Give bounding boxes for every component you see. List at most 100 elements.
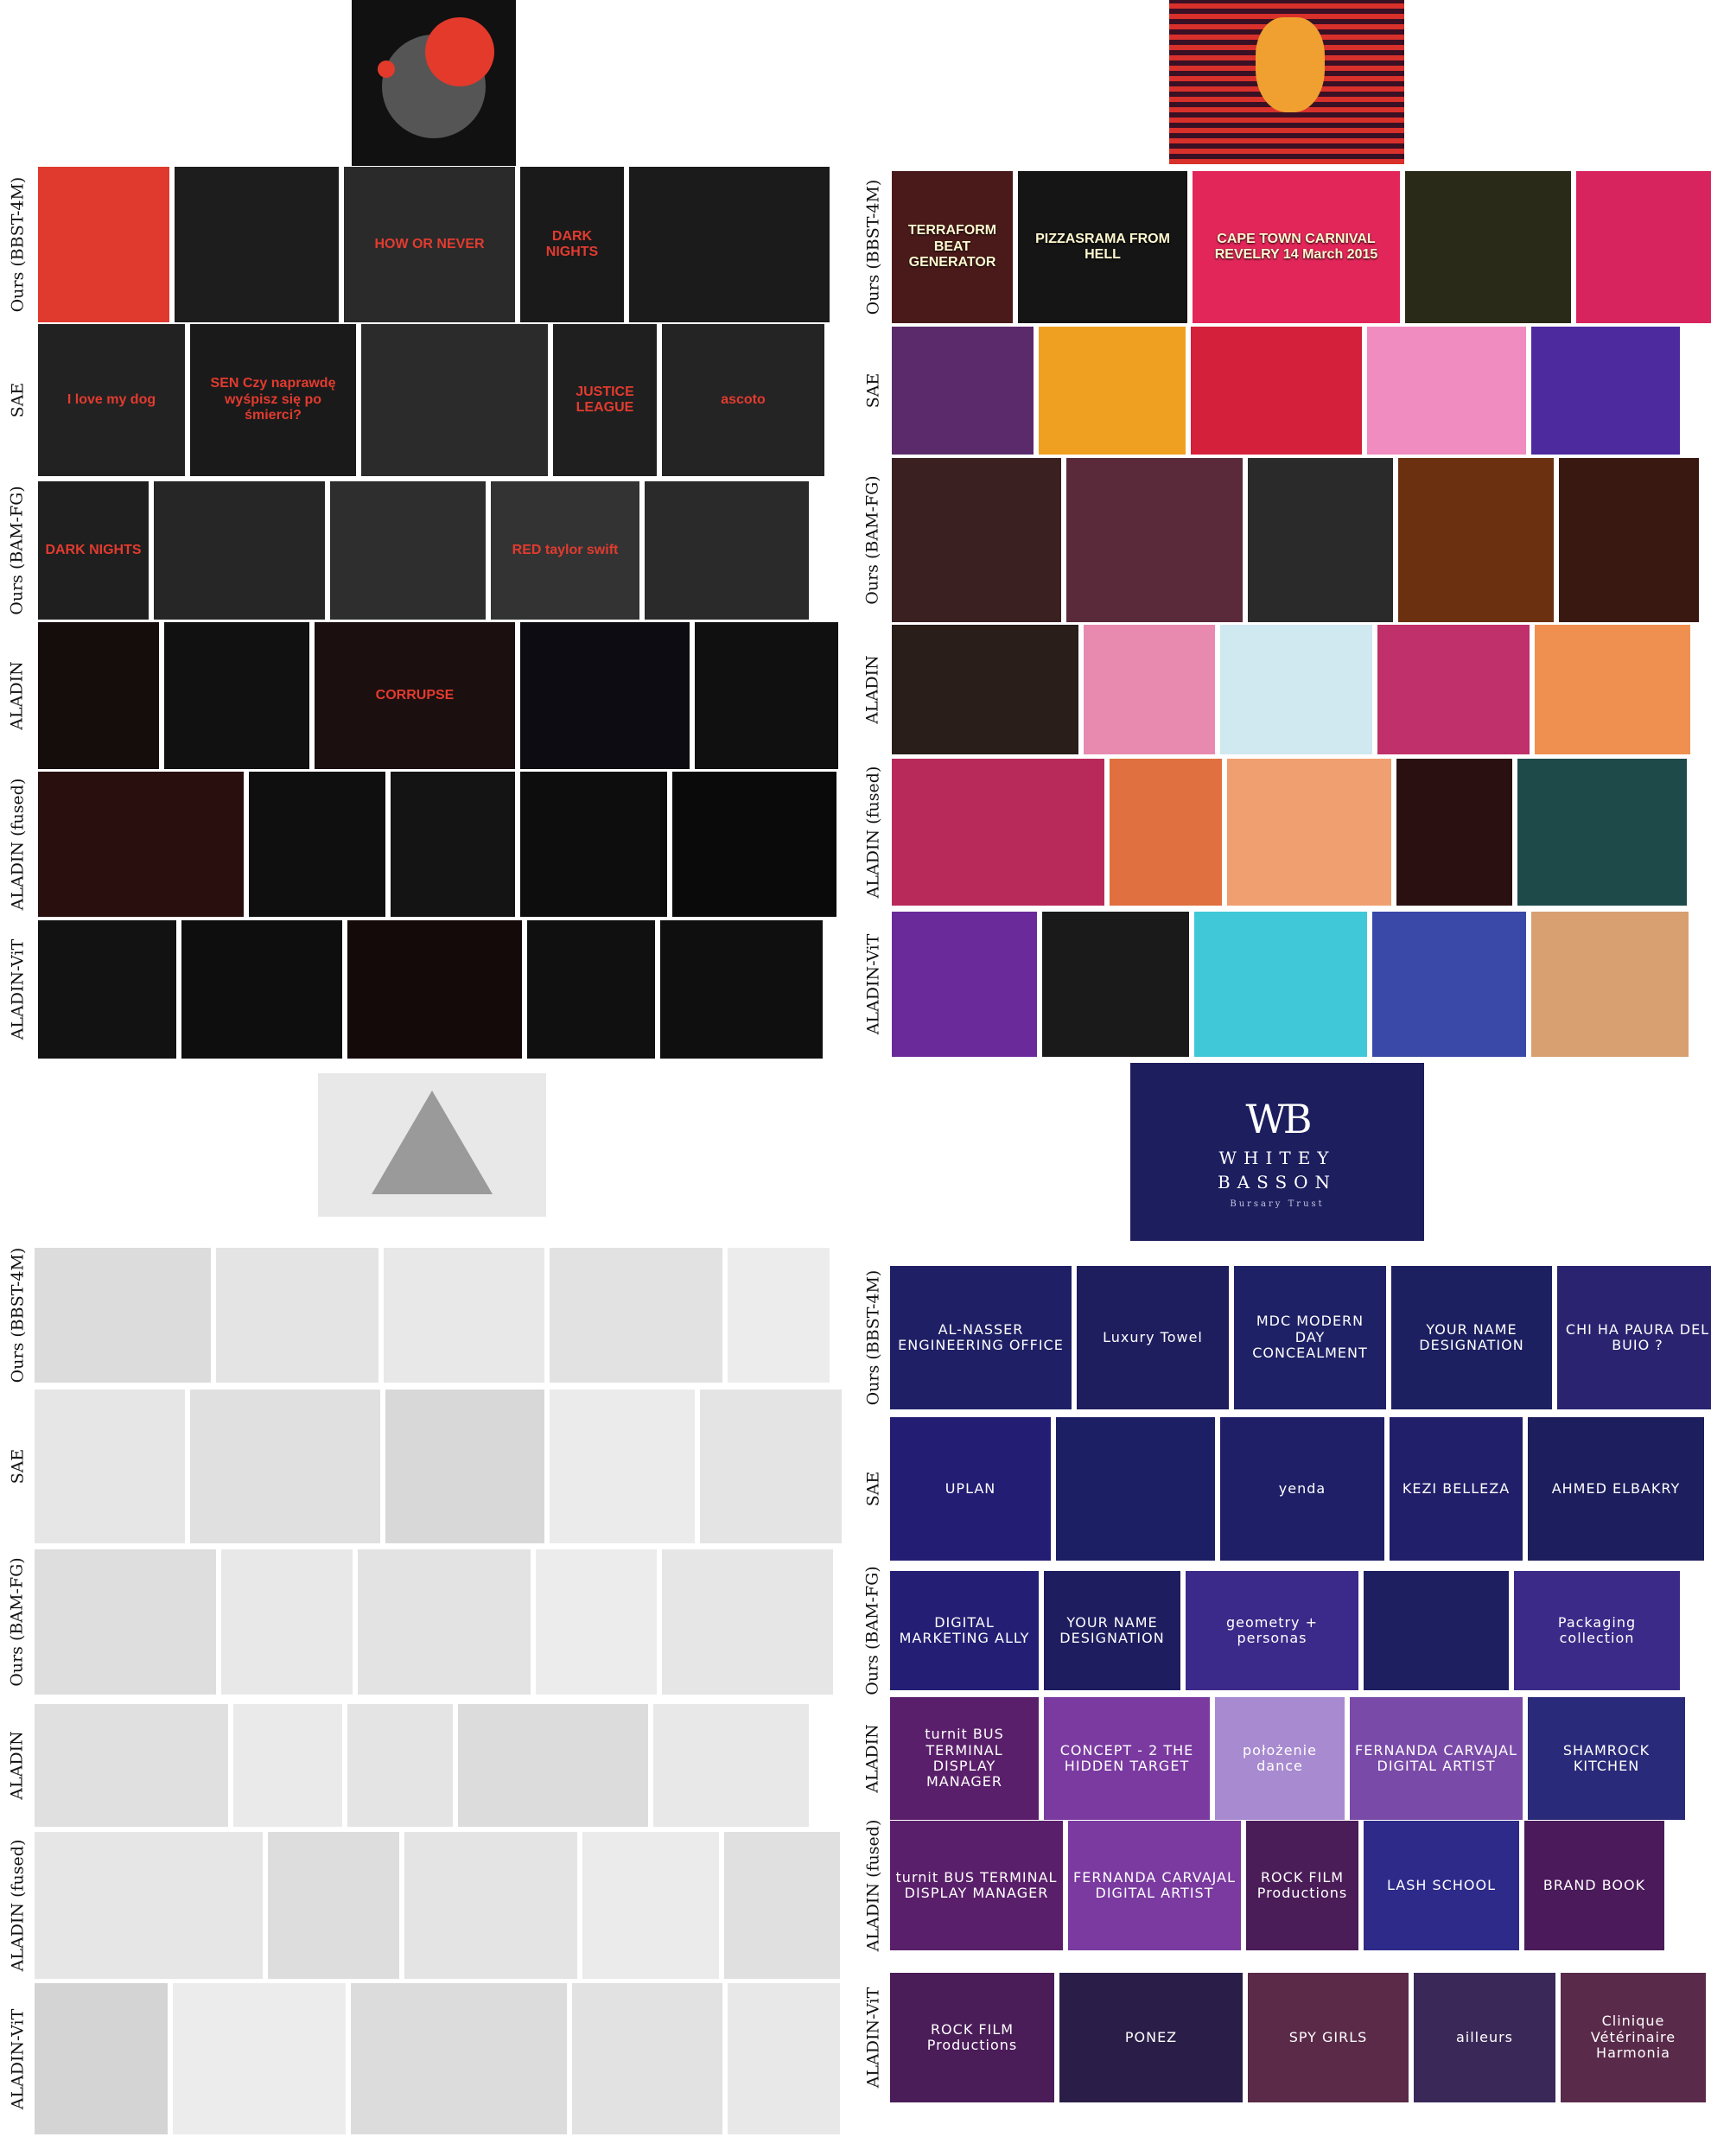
image-caption: DARK NIGHTS <box>45 542 142 557</box>
retrieved-image <box>660 920 823 1059</box>
row-ours-bam-fg <box>892 458 1711 622</box>
image-caption: ailleurs <box>1455 2028 1514 2045</box>
image-caption <box>1441 385 1452 396</box>
retrieved-image <box>1377 625 1530 754</box>
image-caption <box>742 1617 753 1627</box>
retrieved-image <box>330 481 486 620</box>
image-caption: turnit BUS TERMINAL DISPLAY MANAGER <box>925 1726 1004 1790</box>
retrieved-image: ailleurs <box>1414 1973 1555 2102</box>
query-image-3 <box>318 1073 546 1217</box>
image-caption <box>993 827 1003 837</box>
retrieved-image: YOUR NAME DESIGNATION <box>1044 1571 1180 1690</box>
image-caption <box>1130 1484 1141 1494</box>
row-ours-bbst-4m <box>35 1248 830 1383</box>
image-caption <box>403 545 413 556</box>
image-caption <box>96 2054 106 2064</box>
image-caption <box>722 545 732 556</box>
row-label: ALADIN <box>0 1704 35 1827</box>
image-caption: CONCEPT - 2 THE HIDDEN TARGET <box>1059 1741 1194 1774</box>
retrieved-image: AL-NASSER ENGINEERING OFFICE <box>890 1266 1072 1409</box>
retrieved-image: TERRAFORM BEAT GENERATOR <box>892 171 1013 323</box>
retrieved-image <box>404 1832 577 1979</box>
image-caption: AL-NASSER ENGINEERING OFFICE <box>898 1320 1064 1353</box>
row-label: SAE <box>0 1390 35 1543</box>
image-caption: BRAND BOOK <box>1542 1876 1646 1893</box>
image-caption: Packaging collection <box>1557 1613 1637 1646</box>
image-caption: Clinique Vétérinaire Harmonia <box>1590 2013 1676 2062</box>
image-caption: TERRAFORM BEAT GENERATOR <box>907 223 997 270</box>
image-caption <box>1449 827 1460 837</box>
retrieved-image <box>527 920 655 1059</box>
image-caption <box>328 1900 339 1911</box>
retrieved-image <box>233 1704 342 1827</box>
retrieved-image: yenda <box>1220 1417 1384 1561</box>
retrieved-image <box>1110 759 1222 906</box>
image-caption: FERNANDA CARVAJAL DIGITAL ARTIST <box>1073 1868 1236 1901</box>
image-caption <box>1605 979 1615 989</box>
retrieved-image <box>892 912 1037 1057</box>
row-label-text: ALADIN <box>8 1731 27 1800</box>
retrieved-image <box>1084 625 1215 754</box>
retrieved-image <box>520 772 667 917</box>
retrieved-image: Clinique Vétérinaire Harmonia <box>1561 1973 1706 2102</box>
row-aladin-vit <box>35 1983 840 2134</box>
row-sae: I love my dog SEN Czy naprawdę wyśpisz si… <box>38 324 826 476</box>
image-caption: I love my dog <box>67 391 156 407</box>
row-label-text: SAE <box>8 1448 28 1485</box>
retrieved-image <box>35 1248 211 1383</box>
image-caption <box>773 1310 784 1320</box>
row-label: Ours (BAM-FG) <box>0 481 35 620</box>
image-caption <box>232 690 242 701</box>
retrieved-image <box>38 167 169 322</box>
row-label-text: Ours (BAM-FG) <box>8 486 27 615</box>
row-label-text: Ours (BAM-FG) <box>8 1557 27 1687</box>
image-caption: YOUR NAME DESIGNATION <box>1419 1320 1524 1353</box>
image-caption <box>726 1760 736 1771</box>
retrieved-image <box>164 622 309 769</box>
retrieved-image <box>728 1248 830 1383</box>
image-caption <box>1431 1625 1441 1636</box>
image-caption: CAPE TOWN CARNIVAL REVELRY 14 March 2015 <box>1214 231 1378 262</box>
row-label: Ours (BAM-FG) <box>856 458 890 622</box>
image-caption: SEN Czy naprawdę wyśpisz się po śmierci? <box>210 376 336 423</box>
image-caption <box>548 1760 558 1771</box>
retrieved-image <box>347 920 522 1059</box>
image-caption <box>591 1617 601 1627</box>
retrieved-image <box>1405 171 1571 323</box>
retrieved-image <box>629 167 830 322</box>
row-label-text: SAE <box>8 382 28 418</box>
row-label: ALADIN-ViT <box>0 1983 35 2134</box>
retrieved-image <box>173 1983 346 2134</box>
row-label-text: Ours (BBST-4M) <box>8 1247 28 1383</box>
retrieved-image: CAPE TOWN CARNIVAL REVELRY 14 March 2015 <box>1193 171 1400 323</box>
image-caption <box>99 239 109 250</box>
image-caption <box>1600 385 1611 396</box>
retrieved-image <box>645 481 809 620</box>
image-caption <box>724 239 735 250</box>
image-caption <box>779 2054 789 2064</box>
row-label-text: SAE <box>863 372 883 409</box>
image-caption <box>777 1900 787 1911</box>
retrieved-image: SHAMROCK KITCHEN <box>1528 1697 1685 1820</box>
image-caption <box>439 1617 449 1627</box>
retrieved-image <box>216 1248 378 1383</box>
image-caption: CHI HA PAURA DEL BUIO ? <box>1565 1320 1710 1353</box>
row-label-text: ALADIN-ViT <box>8 2008 28 2109</box>
retrieved-image: SEN Czy naprawdę wyśpisz się po śmierci? <box>190 324 356 476</box>
image-caption: położenie dance <box>1243 1741 1317 1774</box>
row-label: Ours (BAM-FG) <box>0 1549 35 1695</box>
row-label: ALADIN-ViT <box>0 920 35 1059</box>
retrieved-image <box>268 1832 399 1979</box>
row-label-text: Ours (BBST-4M) <box>863 1269 883 1406</box>
retrieved-image <box>249 772 385 917</box>
monogram-logo-icon: WB <box>1245 1095 1312 1142</box>
retrieved-image <box>35 1549 216 1695</box>
row-aladin: turnit BUS TERMINAL DISPLAY MANAGER CONCE… <box>890 1697 1709 1820</box>
row-aladin <box>892 625 1711 754</box>
row-label-text: SAE <box>863 1471 883 1507</box>
retrieved-image <box>1531 327 1680 455</box>
row-label-text: ALADIN (fused) <box>863 766 882 899</box>
image-caption <box>292 1310 302 1320</box>
image-caption <box>959 979 970 989</box>
image-caption <box>234 545 245 556</box>
